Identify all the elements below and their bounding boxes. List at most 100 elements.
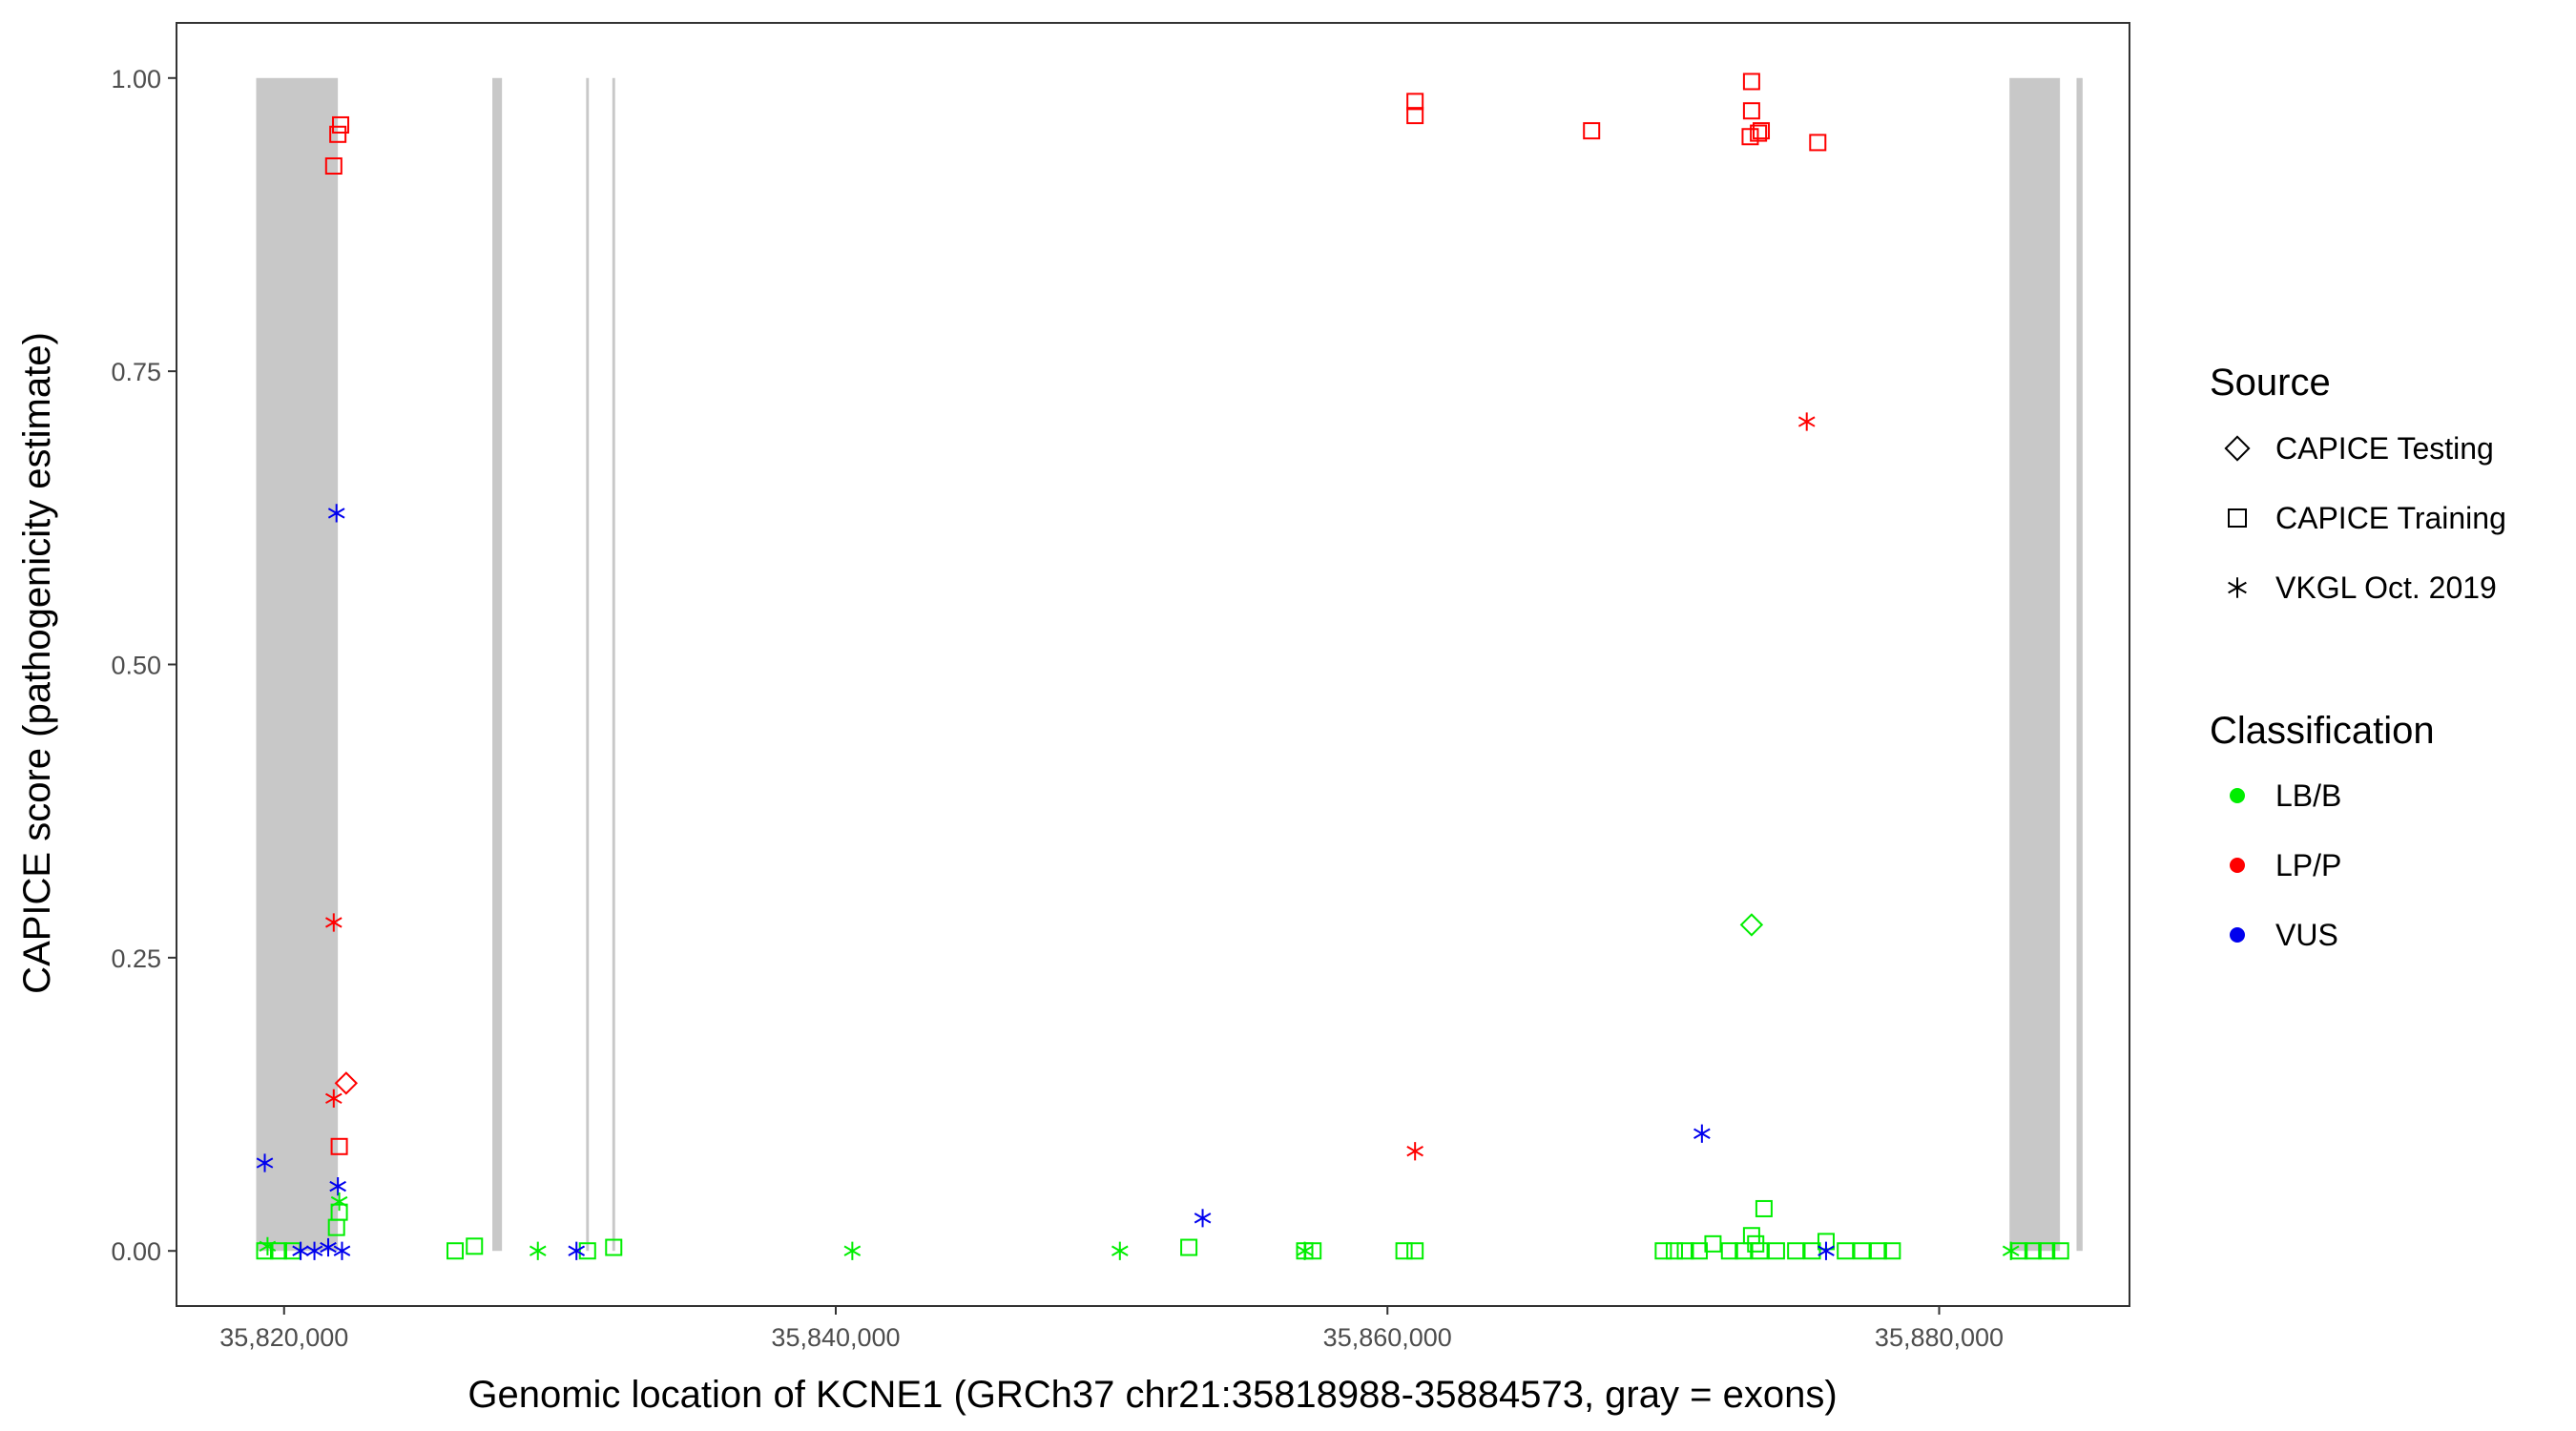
y-axis-title: CAPICE score (pathogenicity estimate)	[16, 332, 58, 994]
data-point	[1406, 93, 1424, 111]
legend-key-square	[2228, 508, 2247, 528]
data-point	[1750, 124, 1768, 142]
data-point	[269, 1242, 287, 1260]
x-tick-label: 35,820,000	[219, 1323, 348, 1352]
exon-bands	[256, 77, 2083, 1252]
data-point	[1797, 412, 1816, 431]
legend-classification-label: LP/P	[2275, 848, 2341, 882]
data-point	[2024, 1242, 2042, 1260]
exon-band	[2009, 77, 2061, 1252]
data-point	[259, 1236, 277, 1255]
legend-key-dot	[2230, 927, 2245, 943]
x-axis: 35,820,000 35,840,000 35,860,000 35,880,000	[219, 1306, 2004, 1352]
legend-key-asterisk	[2228, 577, 2247, 598]
data-point	[578, 1242, 596, 1260]
data-point	[605, 1238, 623, 1256]
data-point	[324, 1089, 343, 1108]
legend-key-dot	[2230, 858, 2245, 873]
data-point	[1742, 73, 1760, 91]
data-point	[1406, 1142, 1423, 1161]
data-point	[332, 115, 350, 134]
data-point	[1665, 1242, 1683, 1260]
y-tick-label: 1.00	[111, 65, 161, 93]
exon-band	[612, 77, 615, 1252]
data-point	[1406, 107, 1424, 125]
data-point	[2051, 1242, 2069, 1260]
data-point	[324, 913, 343, 932]
legend-key-diamond	[2224, 435, 2251, 462]
data-point	[1742, 102, 1760, 120]
data-point	[1739, 913, 1764, 937]
data-point	[330, 1192, 348, 1212]
data-point	[843, 1241, 862, 1260]
x-tick-label: 35,880,000	[1875, 1323, 2004, 1352]
y-tick-label: 0.75	[111, 358, 161, 386]
legend-source-label: CAPICE Testing	[2275, 431, 2494, 466]
legend-source-label: CAPICE Training	[2275, 501, 2506, 535]
data-point	[1883, 1242, 1901, 1260]
x-axis-title: Genomic location of KCNE1 (GRCh37 chr21:…	[467, 1374, 1837, 1416]
x-tick-label: 35,860,000	[1323, 1323, 1452, 1352]
data-point	[1194, 1209, 1212, 1228]
data-point	[1755, 1199, 1773, 1217]
legend-key-dot	[2230, 788, 2245, 803]
y-tick-label: 0.50	[111, 652, 161, 680]
exon-band	[492, 77, 503, 1252]
data-point	[329, 1177, 346, 1196]
x-tick-label: 35,840,000	[771, 1323, 900, 1352]
legend-classification-items: LB/B LP/P VUS	[2230, 778, 2341, 952]
data-point	[333, 1241, 351, 1260]
data-point	[1809, 134, 1827, 152]
data-point	[466, 1237, 484, 1255]
legend-classification-label: LB/B	[2275, 778, 2341, 813]
data-point	[1693, 1124, 1711, 1143]
data-point	[1676, 1242, 1694, 1260]
data-point	[2038, 1242, 2056, 1260]
data-point	[256, 1153, 274, 1172]
data-point	[1654, 1242, 1672, 1260]
data-point	[324, 156, 343, 175]
data-point	[1753, 122, 1771, 140]
y-tick-label: 0.25	[111, 944, 161, 973]
data-point	[1818, 1241, 1835, 1260]
legend-source-label: VKGL Oct. 2019	[2275, 570, 2497, 605]
data-point	[447, 1242, 465, 1260]
legend-source-title: Source	[2210, 362, 2331, 404]
data-point	[1111, 1241, 1129, 1260]
data-point	[1853, 1242, 1871, 1260]
data-point	[529, 1241, 547, 1260]
data-point	[2002, 1241, 2020, 1260]
data-point	[329, 125, 347, 143]
exon-band	[256, 77, 339, 1252]
data-point	[256, 1242, 274, 1260]
legend-classification-label: VUS	[2275, 918, 2338, 952]
plot-panel-border	[176, 22, 2130, 1307]
data-point	[1395, 1242, 1413, 1260]
data-point	[327, 504, 345, 523]
data-point	[1704, 1234, 1722, 1253]
legend-source-items: CAPICE Testing CAPICE Training VKGL Oct. 2…	[2224, 431, 2506, 605]
data-points	[256, 73, 2069, 1260]
data-point	[1869, 1242, 1887, 1260]
data-point	[305, 1241, 323, 1260]
data-point	[334, 1071, 359, 1095]
data-point	[1787, 1242, 1805, 1260]
data-point	[1751, 1242, 1769, 1260]
data-point	[330, 1137, 348, 1155]
data-point	[320, 1237, 337, 1257]
data-point	[568, 1241, 586, 1260]
legend-classification-title: Classification	[2210, 710, 2435, 752]
data-point	[1180, 1238, 1198, 1256]
data-point	[1583, 122, 1601, 140]
data-point	[1406, 1242, 1424, 1260]
data-point	[1837, 1242, 1855, 1260]
exon-band	[2076, 77, 2083, 1252]
data-point	[292, 1241, 309, 1260]
data-point	[1803, 1242, 1821, 1260]
data-point	[1720, 1242, 1738, 1260]
legend: Source CAPICE Testing CAPICE Training VKGL…	[2210, 362, 2506, 952]
y-axis: 0.00 0.25 0.50 0.75 1.00	[111, 65, 177, 1266]
y-tick-label: 0.00	[111, 1237, 161, 1266]
data-point	[1767, 1242, 1785, 1260]
